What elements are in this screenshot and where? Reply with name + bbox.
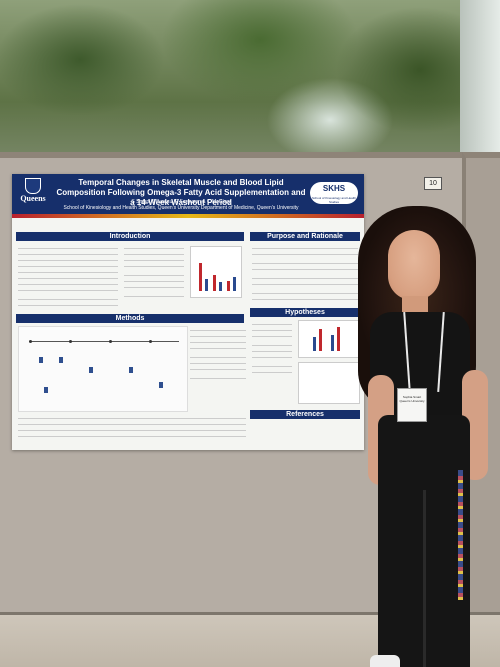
bar-mark — [331, 335, 334, 351]
methods-analysis-text — [190, 326, 246, 406]
bar-mark — [337, 327, 340, 351]
pants-seam — [423, 490, 426, 667]
muscle-biopsy-icon — [44, 387, 48, 393]
poster-affiliation: School of Kinesiology and Health Studies… — [63, 205, 299, 211]
bar-mark — [213, 275, 216, 291]
participant-icon — [39, 357, 43, 363]
hypotheses-text-block — [252, 320, 292, 406]
introduction-text-block-2 — [124, 244, 184, 306]
section-hypotheses: Hypotheses — [250, 308, 360, 317]
hypotheses-bar-chart — [298, 320, 360, 358]
shoe — [370, 655, 400, 667]
poster-title: Temporal Changes in Skeletal Muscle and … — [56, 178, 306, 207]
bar-mark — [233, 277, 236, 291]
section-introduction: Introduction — [16, 232, 244, 241]
timepoint-dot — [149, 340, 152, 343]
skhs-logo: SKHS School of Kinesiology and Health St… — [310, 182, 358, 204]
methods-schematic — [18, 326, 188, 412]
section-purpose: Purpose and Rationale — [250, 232, 360, 241]
timepoint-dot — [69, 340, 72, 343]
section-methods: Methods — [16, 314, 244, 323]
poster-accent-stripe — [12, 214, 364, 218]
window — [460, 0, 500, 170]
skhs-logo-subtitle: School of Kinesiology and Health Studies — [311, 196, 357, 204]
blood-sample-icon — [159, 382, 163, 388]
baseboard — [0, 612, 500, 615]
purpose-text-block — [252, 244, 358, 304]
research-poster: Queens Temporal Changes in Skeletal Musc… — [12, 174, 364, 450]
skhs-logo-text: SKHS — [322, 184, 346, 193]
intro-bars — [197, 255, 237, 291]
hypotheses-line-chart — [298, 362, 360, 404]
bar-mark — [219, 282, 222, 291]
name-badge: Sophia Smart Queen's University — [397, 388, 427, 422]
hypotheses-bars — [309, 325, 353, 351]
study-design-text — [18, 414, 246, 444]
poster-authors: S Smart, J Bureau, E Ferguson & C McGlor… — [131, 199, 231, 205]
intro-bar-chart — [190, 246, 242, 298]
bag-strap — [458, 470, 463, 600]
bar-mark — [199, 263, 202, 291]
timepoint-dot — [109, 340, 112, 343]
timepoint-dot — [29, 340, 32, 343]
queens-logo: Queens — [16, 178, 50, 210]
capsule-icon — [129, 367, 133, 373]
bar-mark — [319, 329, 322, 351]
introduction-text-block — [18, 244, 118, 306]
capsule-icon — [89, 367, 93, 373]
face — [388, 230, 440, 300]
badge-affiliation: Queen's University — [399, 399, 425, 403]
presenter: Sophia Smart Queen's University — [350, 200, 500, 667]
foliage-background — [0, 0, 500, 170]
badge-name: Sophia Smart — [402, 395, 422, 399]
participant-icon — [59, 357, 63, 363]
timeline-line — [29, 341, 179, 342]
bar-mark — [227, 281, 230, 291]
board-number-tag: 10 — [424, 177, 442, 190]
bar-mark — [313, 337, 316, 351]
queens-logo-text: Queens — [20, 194, 46, 203]
bar-mark — [205, 279, 208, 291]
section-references: References — [250, 410, 360, 419]
crest-icon — [25, 178, 41, 194]
poster-header: Queens Temporal Changes in Skeletal Musc… — [12, 174, 364, 214]
